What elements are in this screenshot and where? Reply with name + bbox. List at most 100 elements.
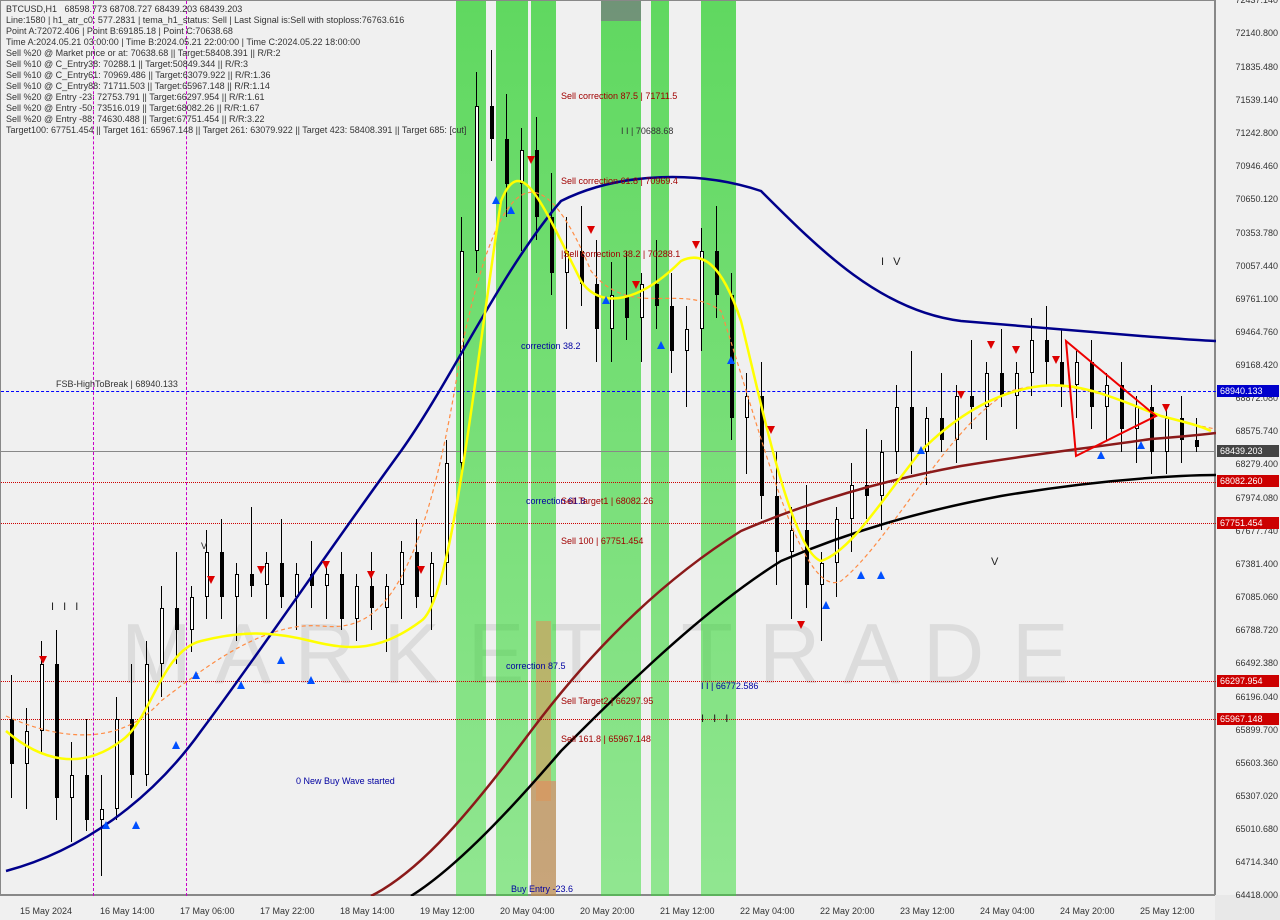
arrow-up-icon — [237, 681, 245, 689]
price-tag: 66297.954 — [1217, 675, 1279, 687]
y-tick: 71539.140 — [1235, 95, 1278, 105]
y-tick: 70057.440 — [1235, 261, 1278, 271]
arrow-down-icon — [767, 426, 775, 434]
info-line: Point A:72072.406 | Point B:69185.18 | P… — [6, 26, 466, 37]
info-line: Sell %20 @ Entry -23: 72753.791 || Targe… — [6, 92, 466, 103]
y-tick: 67085.060 — [1235, 592, 1278, 602]
wave-label: I I I — [701, 713, 731, 725]
info-line: Sell %20 @ Entry -88: 74630.488 || Targe… — [6, 114, 466, 125]
wave-label: V — [991, 556, 1001, 568]
chart-annotation: I I | 70688.68 — [621, 126, 673, 136]
horizontal-line — [1, 719, 1216, 720]
x-tick: 19 May 12:00 — [420, 906, 475, 916]
arrow-up-icon — [277, 656, 285, 664]
chart-annotation: Sell Target2 | 66297.95 — [561, 696, 653, 706]
y-tick: 64714.340 — [1235, 857, 1278, 867]
arrow-up-icon — [132, 821, 140, 829]
x-tick: 21 May 12:00 — [660, 906, 715, 916]
arrow-up-icon — [877, 571, 885, 579]
y-tick: 64418.000 — [1235, 890, 1278, 900]
x-tick: 24 May 04:00 — [980, 906, 1035, 916]
x-axis: 15 May 202416 May 14:0017 May 06:0017 Ma… — [0, 895, 1215, 920]
arrow-down-icon — [987, 341, 995, 349]
arrow-up-icon — [307, 676, 315, 684]
price-tag: 65967.148 — [1217, 713, 1279, 725]
horizontal-line — [1, 681, 1216, 682]
x-tick: 17 May 22:00 — [260, 906, 315, 916]
chart-annotation: Buy Entry -23.6 — [511, 884, 573, 894]
x-tick: 25 May 12:00 — [1140, 906, 1195, 916]
x-tick: 22 May 20:00 — [820, 906, 875, 916]
y-tick: 69464.760 — [1235, 327, 1278, 337]
chart-annotation: Sell 100 | 67751.454 — [561, 536, 643, 546]
horizontal-line — [1, 482, 1216, 483]
arrow-down-icon — [632, 281, 640, 289]
arrow-up-icon — [857, 571, 865, 579]
y-tick: 66492.380 — [1235, 658, 1278, 668]
arrow-down-icon — [322, 561, 330, 569]
x-tick: 22 May 04:00 — [740, 906, 795, 916]
red-triangle — [1066, 341, 1156, 456]
y-tick: 67974.080 — [1235, 493, 1278, 503]
chart-annotation: Sell correction 87.5 | 71711.5 — [561, 91, 677, 101]
chart-annotation: Sell correction 61.8 | 70969.4 — [561, 176, 678, 186]
arrow-up-icon — [102, 821, 110, 829]
arrow-down-icon — [1012, 346, 1020, 354]
arrow-down-icon — [957, 391, 965, 399]
arrow-down-icon — [587, 226, 595, 234]
y-tick: 69168.420 — [1235, 360, 1278, 370]
arrow-down-icon — [692, 241, 700, 249]
ohlc: 68598.773 68708.727 68439.203 68439.203 — [65, 4, 243, 14]
arrow-down-icon — [207, 576, 215, 584]
y-tick: 70946.460 — [1235, 161, 1278, 171]
arrow-up-icon — [657, 341, 665, 349]
arrow-down-icon — [257, 566, 265, 574]
chart-annotation: correction 38.2 — [521, 341, 581, 351]
y-tick: 70353.780 — [1235, 228, 1278, 238]
x-tick: 18 May 14:00 — [340, 906, 395, 916]
arrow-up-icon — [507, 206, 515, 214]
y-tick: 72437.140 — [1235, 0, 1278, 5]
price-tag: 67751.454 — [1217, 517, 1279, 529]
x-tick: 24 May 20:00 — [1060, 906, 1115, 916]
info-panel: BTCUSD,H1 68598.773 68708.727 68439.203 … — [6, 4, 466, 136]
y-tick: 68279.400 — [1235, 459, 1278, 469]
wave-label: I V — [881, 256, 903, 268]
y-tick: 65603.360 — [1235, 758, 1278, 768]
y-tick: 70650.120 — [1235, 194, 1278, 204]
y-tick: 68575.740 — [1235, 426, 1278, 436]
x-tick: 17 May 06:00 — [180, 906, 235, 916]
info-line: Sell %20 @ Entry -50: 73516.019 || Targe… — [6, 103, 466, 114]
y-tick: 72140.800 — [1235, 28, 1278, 38]
arrow-down-icon — [1162, 404, 1170, 412]
arrow-up-icon — [172, 741, 180, 749]
price-tag: 68439.203 — [1217, 445, 1279, 457]
x-tick: 15 May 2024 — [20, 906, 72, 916]
chart-area[interactable]: M A R K E T T R A D E FSB-HighToBreak | … — [0, 0, 1215, 895]
info-line: Sell %10 @ C_Entry88: 71711.503 || Targe… — [6, 81, 466, 92]
horizontal-line — [1, 523, 1216, 524]
arrow-down-icon — [417, 566, 425, 574]
green-zone — [496, 1, 528, 896]
price-tag: 68082.260 — [1217, 475, 1279, 487]
x-tick: 20 May 04:00 — [500, 906, 555, 916]
chart-annotation: 0 New Buy Wave started — [296, 776, 395, 786]
info-line: Time A:2024.05.21 03:00:00 | Time B:2024… — [6, 37, 466, 48]
wave-label: I I I — [51, 601, 81, 613]
chart-annotation: |Sell correction 38.2 | 70288.1 — [561, 249, 680, 259]
y-tick: 71242.800 — [1235, 128, 1278, 138]
y-tick: 66196.040 — [1235, 692, 1278, 702]
chart-annotation: I I | 66772.586 — [701, 681, 758, 691]
arrow-up-icon — [602, 296, 610, 304]
horizontal-line — [1, 391, 1216, 392]
arrow-up-icon — [727, 356, 735, 364]
info-line: Line:1580 | h1_atr_c0: 577.2831 | tema_h… — [6, 15, 466, 26]
info-line: Sell %10 @ C_Entry38: 70288.1 || Target:… — [6, 59, 466, 70]
arrow-down-icon — [797, 621, 805, 629]
arrow-up-icon — [917, 446, 925, 454]
arrow-up-icon — [492, 196, 500, 204]
y-tick: 65899.700 — [1235, 725, 1278, 735]
y-tick: 69761.100 — [1235, 294, 1278, 304]
chart-annotation: correction 87.5 — [506, 661, 566, 671]
arrow-up-icon — [822, 601, 830, 609]
